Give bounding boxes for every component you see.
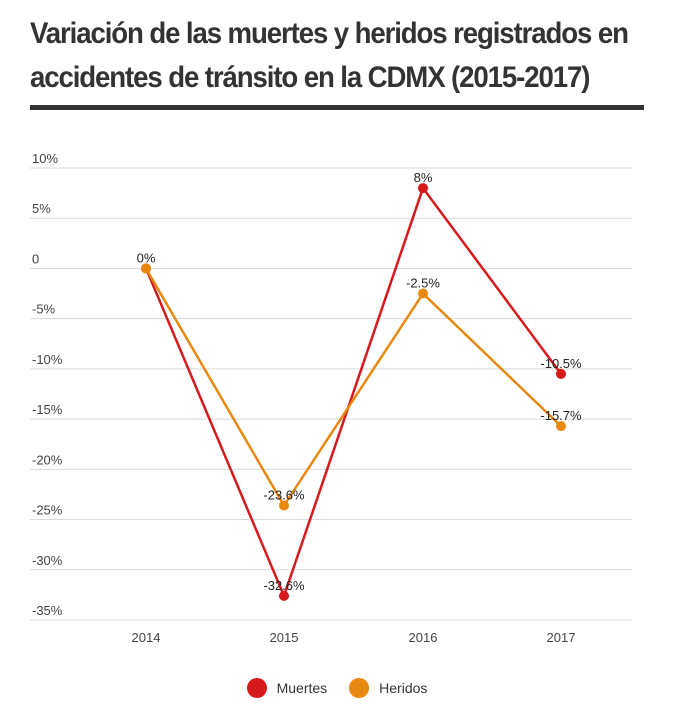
data-label-muertes: -32.6% [263, 578, 305, 593]
data-point-muertes [418, 183, 428, 194]
legend-label-heridos: Heridos [379, 680, 428, 696]
data-label-muertes: -10.5% [540, 356, 582, 371]
data-point-muertes [556, 368, 566, 379]
series-line-heridos [144, 267, 562, 507]
y-tick-label: -30% [32, 553, 63, 568]
series-line-muertes [144, 186, 563, 598]
y-tick-label: -5% [32, 302, 56, 317]
y-tick-label: 0 [32, 251, 39, 266]
data-point-heridos [279, 500, 289, 511]
legend-item-heridos[interactable]: Heridos [349, 678, 427, 698]
chart-title: Variación de las muertes y heridos regis… [30, 17, 629, 94]
data-label-muertes: 8% [414, 170, 433, 185]
y-tick-label: -10% [32, 352, 63, 367]
y-tick-label: 5% [32, 201, 51, 216]
data-point-heridos [418, 288, 428, 299]
line-chart: 10% 5% 0 -5% -10% -15% -20% -25% -30% -35% 2014 201… [30, 151, 632, 645]
legend: Muertes Heridos [0, 678, 674, 698]
data-point-muertes [279, 590, 289, 601]
x-tick-label: 2014 [132, 630, 161, 645]
title-divider [30, 105, 644, 110]
data-label-heridos: -23.6% [263, 487, 305, 502]
legend-marker-heridos [349, 678, 370, 698]
y-tick-label: -35% [32, 603, 63, 618]
x-tick-label: 2017 [547, 630, 576, 645]
y-tick-label: 10% [32, 151, 58, 166]
legend-marker-muertes [246, 678, 267, 698]
x-tick-label: 2016 [409, 630, 438, 645]
y-tick-label: -25% [32, 503, 63, 518]
legend-label-muertes: Muertes [276, 680, 328, 696]
title-block: Variación de las muertes y heridos regis… [30, 12, 644, 100]
data-label-heridos: -2.5% [406, 276, 440, 291]
data-point-heridos [141, 263, 151, 274]
legend-item-muertes[interactable]: Muertes [246, 678, 328, 698]
data-label-heridos: 0% [137, 250, 156, 265]
data-label-heridos: -15.7% [540, 408, 582, 423]
data-point-heridos [556, 421, 566, 432]
y-tick-label: -20% [32, 452, 63, 467]
y-tick-label: -15% [32, 402, 63, 417]
x-tick-label: 2015 [270, 630, 299, 645]
